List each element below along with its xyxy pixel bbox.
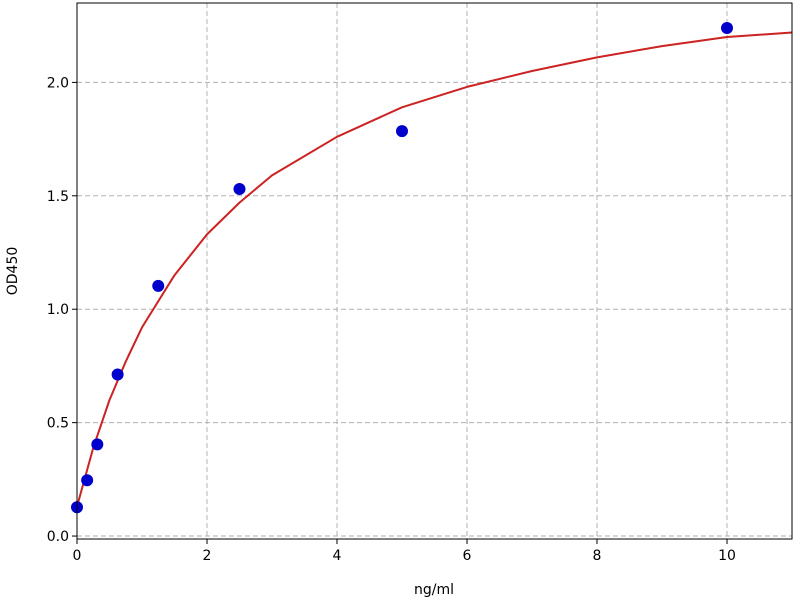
y-tick-label: 1.0 [47, 302, 69, 318]
x-axis-label: ng/ml [414, 582, 454, 598]
data-point [721, 21, 733, 34]
y-tick-label: 0.5 [47, 416, 69, 432]
fit-curve [76, 31, 793, 507]
fit-curve-layer [76, 31, 793, 507]
x-tick-label: 0 [73, 548, 82, 564]
data-point [233, 183, 246, 196]
y-tick-label: 2.0 [47, 75, 69, 91]
x-tick-label: 2 [203, 548, 212, 564]
plot-frame [76, 2, 793, 540]
y-tick-label: 1.5 [47, 189, 69, 205]
data-point [396, 125, 408, 138]
x-tick-label: 4 [333, 548, 342, 564]
data-point [111, 368, 124, 381]
x-tick-label: 8 [593, 548, 602, 564]
ticks: 0 2 4 6 8 10 0.0 0.5 1.0 1.5 2.0 [47, 75, 736, 564]
points-layer [71, 21, 733, 514]
data-point [81, 474, 94, 487]
data-point [91, 438, 104, 451]
grid [76, 3, 792, 539]
x-tick-label: 10 [718, 548, 736, 564]
x-tick-label: 6 [463, 548, 472, 564]
y-axis-label: OD450 [5, 247, 21, 296]
data-point [152, 279, 165, 292]
y-tick-label: 0.0 [47, 529, 69, 545]
